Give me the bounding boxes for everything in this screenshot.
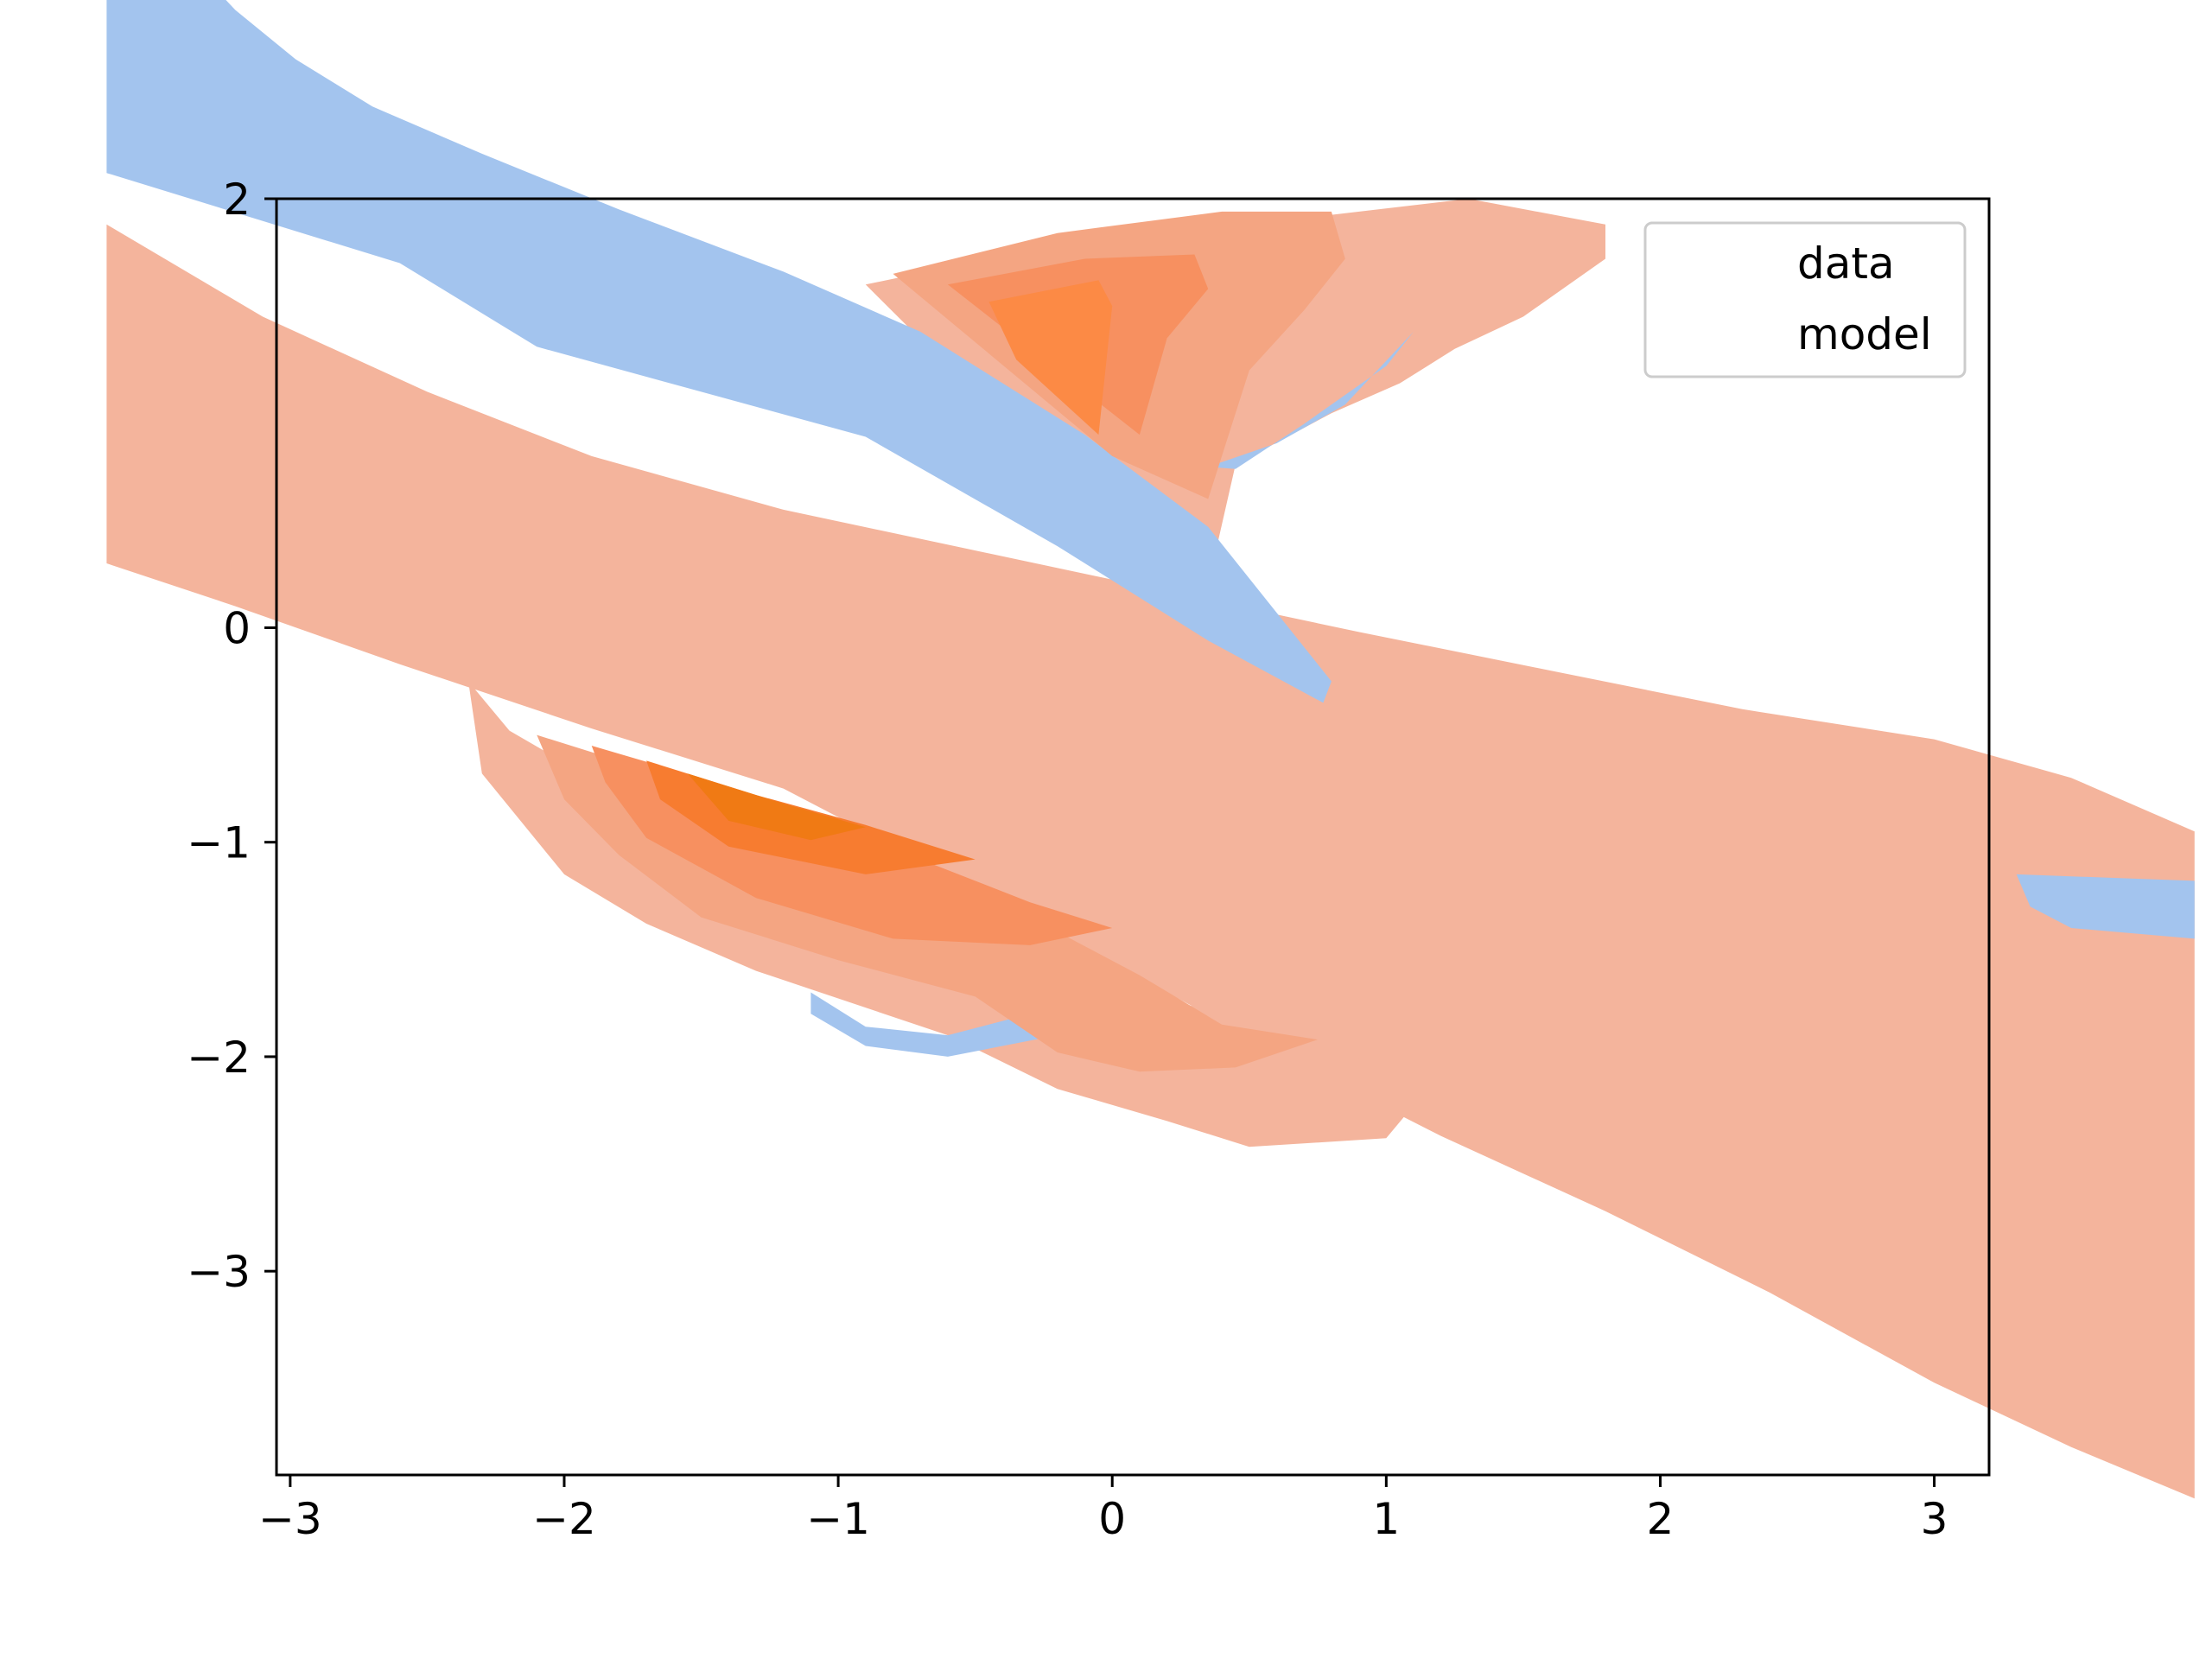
legend-frame — [1643, 221, 1967, 378]
model-contour-level-1-region-3 — [2016, 874, 2195, 939]
legend-label-data: data — [1797, 238, 1895, 289]
x-tick-label: −1 — [806, 1494, 870, 1544]
x-tick-label: −2 — [532, 1494, 596, 1544]
x-tick-label: 0 — [1098, 1494, 1126, 1544]
y-tick-label: 2 — [223, 175, 251, 225]
y-tick-label: −1 — [187, 818, 251, 868]
axes — [275, 197, 1991, 1477]
x-tick-label: −3 — [258, 1494, 322, 1544]
y-axis-ticks: −3 −2 −1 0 2 — [187, 175, 276, 1297]
model-contour-level-1-region-0 — [106, 0, 1332, 703]
x-tick-label: 2 — [1647, 1494, 1675, 1544]
legend-label-model: model — [1797, 309, 1932, 359]
data-contour-level-5-region-9 — [687, 773, 866, 841]
y-tick-label: −3 — [187, 1247, 251, 1297]
y-tick-label: −2 — [187, 1033, 251, 1083]
x-axis-ticks: −3 −2 −1 0 1 2 3 — [258, 1475, 1948, 1544]
plot-area — [106, 0, 2195, 1499]
x-tick-label: 1 — [1372, 1494, 1400, 1544]
legend: data model — [1643, 221, 1967, 378]
x-tick-label: 3 — [1921, 1494, 1948, 1544]
axes-frame — [275, 197, 1991, 1477]
model-contour-level-1-region-2 — [810, 992, 1058, 1057]
data-contour-level-1-region-0 — [106, 224, 2195, 1499]
data-contour-level-4-region-7 — [988, 280, 1113, 435]
y-tick-label: 0 — [223, 603, 251, 653]
